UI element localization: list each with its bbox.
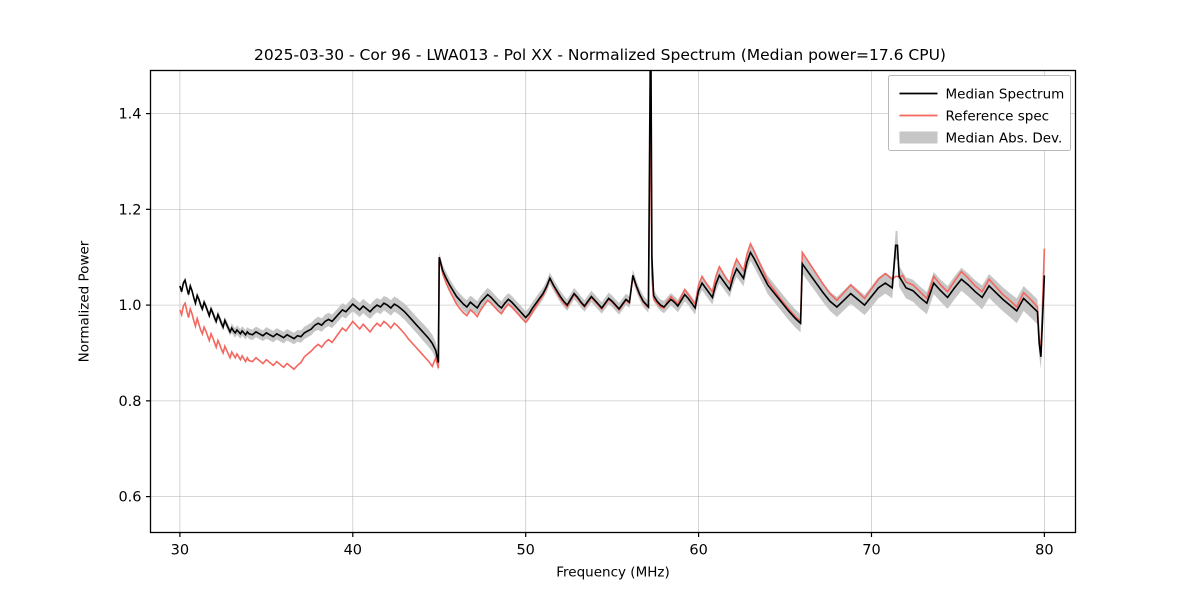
spectrum-series (179, 70, 1046, 371)
x-tick-label: 40 (344, 543, 362, 559)
legend-label: Median Abs. Dev. (946, 131, 1063, 147)
plot-frame (149, 69, 1077, 534)
y-axis-label: Normalized Power (77, 240, 93, 362)
median-spectrum-line (179, 70, 1046, 363)
legend-label: Reference spec (946, 109, 1050, 125)
y-tick-label: 1.2 (118, 202, 141, 218)
x-tick-label: 70 (862, 543, 880, 559)
x-axis-label: Frequency (MHz) (556, 565, 669, 581)
x-tick-label: 50 (516, 543, 534, 559)
y-tick-label: 1.0 (118, 298, 141, 314)
legend-swatch-band (899, 131, 938, 144)
y-tick-label: 0.6 (118, 490, 141, 506)
y-tick-label: 1.4 (118, 107, 141, 123)
x-tick-label: 60 (689, 543, 707, 559)
y-tick-label: 0.8 (118, 394, 141, 410)
x-tick-label: 30 (171, 543, 189, 559)
y-axis-ticks: 0.6 0.8 1.0 1.2 1.4 (118, 107, 151, 506)
reference-spec-line (179, 136, 1046, 371)
legend: Median Spectrum Reference spec Median Abs.… (888, 75, 1071, 151)
page-title: 2025-03-30 - Cor 96 - LWA013 - Pol XX - … (254, 46, 946, 64)
axes (149, 69, 1077, 534)
x-tick-label: 80 (1035, 543, 1053, 559)
legend-label: Median Spectrum (946, 87, 1065, 103)
mad-band-series (179, 70, 1045, 372)
x-axis-ticks: 30 40 50 60 70 80 (171, 532, 1054, 559)
mad-band-polygon (179, 70, 1045, 372)
